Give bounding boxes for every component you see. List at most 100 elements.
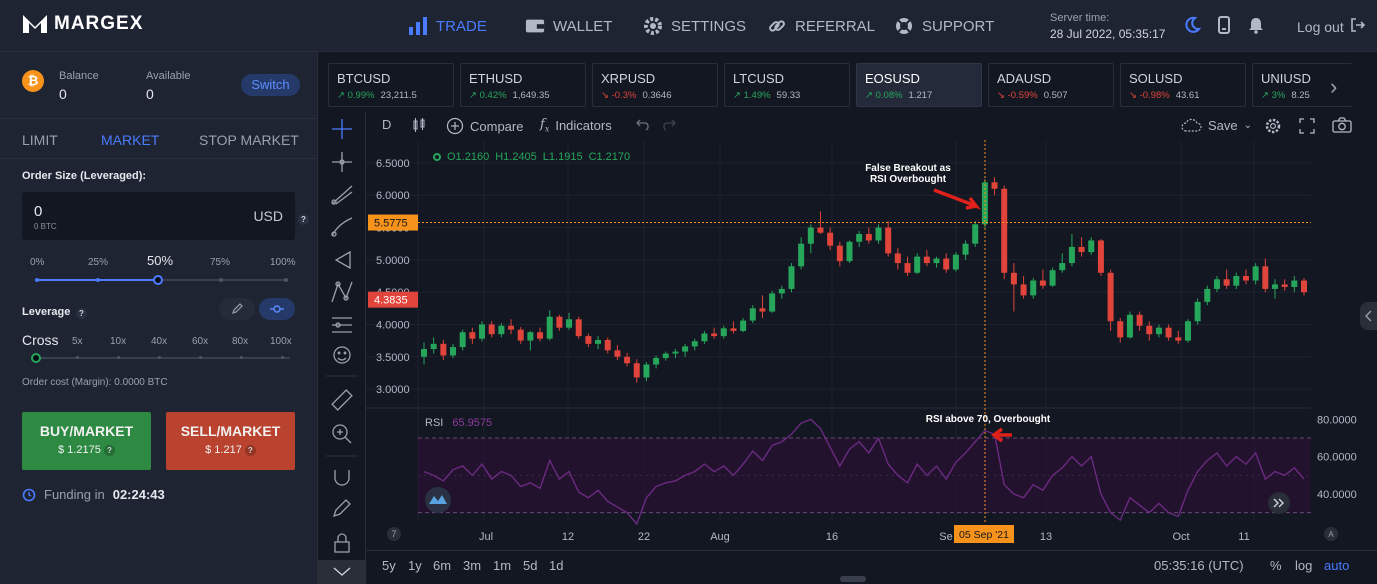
- breakout-annotation: False Breakout as RSI Overbought: [865, 163, 951, 185]
- price-scale[interactable]: 80.0000 60.0000 40.0000 A: [1311, 140, 1377, 550]
- order-size-input[interactable]: 0 0 BTC USD: [22, 192, 295, 240]
- ticker-price: 8.25: [1291, 90, 1310, 101]
- candle-body: [846, 241, 853, 262]
- leverage-mark[interactable]: 5x: [72, 336, 83, 347]
- candle-body: [1117, 321, 1124, 338]
- collapse-panel-tab[interactable]: [1360, 302, 1377, 330]
- buy-market-button[interactable]: BUY/MARKET $ 1.2175 ?: [22, 412, 151, 470]
- trend-line-icon[interactable]: [331, 185, 353, 205]
- range-5y[interactable]: 5y: [382, 558, 396, 573]
- gear-icon[interactable]: [1264, 117, 1282, 135]
- moon-icon[interactable]: [1183, 16, 1202, 39]
- magnet-icon[interactable]: [334, 470, 350, 486]
- logout-button[interactable]: Log out: [1297, 17, 1366, 36]
- ticker-price: 1.217: [908, 90, 933, 101]
- ruler-icon[interactable]: [331, 389, 353, 411]
- utc-clock[interactable]: 05:35:16 (UTC): [1154, 558, 1244, 573]
- ticker-xrpusd[interactable]: XRPUSD ↘ -0.3% 0.3646: [592, 63, 718, 107]
- brush-icon[interactable]: [331, 217, 353, 237]
- nav-support[interactable]: SUPPORT: [894, 0, 994, 52]
- leverage-cross-label[interactable]: Cross: [22, 332, 59, 348]
- chevron-down-icon: ⌄: [1243, 119, 1253, 131]
- ticker-solusd[interactable]: SOLUSD ↘ -0.98% 43.61: [1120, 63, 1246, 107]
- double-chevron-right-icon: [1273, 498, 1284, 508]
- undo-icon[interactable]: [636, 117, 652, 131]
- arrow-left-icon[interactable]: [334, 250, 351, 270]
- bell-icon[interactable]: [1247, 16, 1265, 39]
- camera-icon[interactable]: [1332, 117, 1352, 133]
- leverage-slider-track[interactable]: [36, 357, 290, 359]
- ticker-change: ↗ 0.99%: [337, 90, 375, 101]
- candle-body: [1242, 276, 1249, 281]
- price-chart[interactable]: 6.50006.00005.50005.00004.50004.00003.50…: [366, 140, 1311, 550]
- fullscreen-icon[interactable]: [1298, 117, 1316, 135]
- ticker-eosusd[interactable]: EOSUSD ↗ 0.08% 1.217: [856, 63, 982, 107]
- ticker-change: ↘ -0.3%: [601, 90, 636, 101]
- ticker-ltcusd[interactable]: LTCUSD ↗ 1.49% 59.33: [724, 63, 850, 107]
- brand-logo[interactable]: MARGEX: [22, 13, 143, 35]
- sell-market-button[interactable]: SELL/MARKET $ 1.217 ?: [166, 412, 295, 470]
- indicators-button[interactable]: fx Indicators: [540, 117, 612, 134]
- range-3m[interactable]: 3m: [463, 558, 482, 573]
- percent-scale-toggle[interactable]: %: [1270, 558, 1282, 573]
- redo-icon[interactable]: [660, 117, 676, 131]
- chevron-right-icon[interactable]: ›: [1330, 74, 1338, 99]
- percent-mark[interactable]: 25%: [88, 257, 109, 268]
- order-currency[interactable]: USD: [253, 208, 283, 224]
- crosshair-icon[interactable]: [332, 119, 352, 139]
- zoom-in-icon[interactable]: [332, 424, 352, 444]
- save-button[interactable]: Save ⌄: [1180, 117, 1252, 133]
- leverage-mark[interactable]: 40x: [151, 336, 168, 347]
- log-scale-toggle[interactable]: log: [1295, 558, 1313, 573]
- candle-type-icon[interactable]: [412, 117, 426, 133]
- pencil-lock-icon[interactable]: [332, 499, 351, 518]
- range-1y[interactable]: 1y: [408, 558, 422, 573]
- lock-icon[interactable]: [334, 533, 350, 553]
- range-1d[interactable]: 1d: [549, 558, 564, 573]
- help-icon[interactable]: ?: [76, 308, 87, 319]
- range-5d[interactable]: 5d: [523, 558, 538, 573]
- help-icon[interactable]: ?: [298, 214, 309, 225]
- percent-mark[interactable]: 0%: [30, 257, 45, 268]
- visibility-icon[interactable]: [433, 153, 441, 161]
- nav-referral[interactable]: REFERRAL: [767, 0, 875, 52]
- auto-scale-toggle[interactable]: auto: [1324, 558, 1350, 573]
- nav-settings[interactable]: SETTINGS: [643, 0, 746, 52]
- mobile-icon[interactable]: [1217, 16, 1231, 39]
- leverage-edit-button[interactable]: [219, 298, 255, 320]
- smiley-icon[interactable]: [333, 346, 351, 364]
- tab-stop-market[interactable]: STOP MARKET: [199, 132, 299, 148]
- leverage-mark[interactable]: 80x: [232, 336, 249, 347]
- pattern-icon[interactable]: [331, 281, 353, 303]
- fib-icon[interactable]: [332, 317, 352, 333]
- leverage-mark[interactable]: 100x: [270, 336, 292, 347]
- size-slider-handle[interactable]: [153, 275, 163, 285]
- help-icon[interactable]: ?: [103, 445, 115, 456]
- leverage-slider-handle[interactable]: [31, 353, 41, 363]
- ticker-adausd[interactable]: ADAUSD ↘ -0.59% 0.507: [988, 63, 1114, 107]
- lifebuoy-icon: [894, 16, 914, 36]
- leverage-mark[interactable]: 10x: [110, 336, 127, 347]
- leverage-slider-button[interactable]: [259, 298, 295, 320]
- compare-button[interactable]: Compare: [446, 117, 523, 135]
- tab-market[interactable]: MARKET: [101, 132, 160, 148]
- ticker-uniusd[interactable]: UNIUSD ↗ 3% 8.25: [1252, 63, 1352, 107]
- nav-wallet[interactable]: WALLET: [525, 0, 612, 52]
- scroll-handle[interactable]: [840, 576, 866, 582]
- tab-limit[interactable]: LIMIT: [22, 132, 58, 148]
- ticker-ethusd[interactable]: ETHUSD ↗ 0.42% 1,649.35: [460, 63, 586, 107]
- interval-button[interactable]: D: [382, 117, 392, 132]
- nav-trade[interactable]: TRADE: [408, 0, 487, 52]
- cursor-cross-icon[interactable]: [332, 152, 352, 172]
- percent-mark[interactable]: 100%: [270, 257, 296, 268]
- chevron-down-icon[interactable]: [318, 560, 366, 584]
- leverage-mark[interactable]: 60x: [192, 336, 209, 347]
- percent-mark[interactable]: 75%: [210, 257, 231, 268]
- range-1m[interactable]: 1m: [493, 558, 512, 573]
- percent-mark-selected[interactable]: 50%: [147, 253, 174, 268]
- range-6m[interactable]: 6m: [433, 558, 452, 573]
- switch-button[interactable]: Switch: [241, 74, 300, 96]
- candle-body: [894, 253, 901, 264]
- help-icon[interactable]: ?: [244, 445, 256, 456]
- ticker-btcusd[interactable]: BTCUSD ↗ 0.99% 23,211.5: [328, 63, 454, 107]
